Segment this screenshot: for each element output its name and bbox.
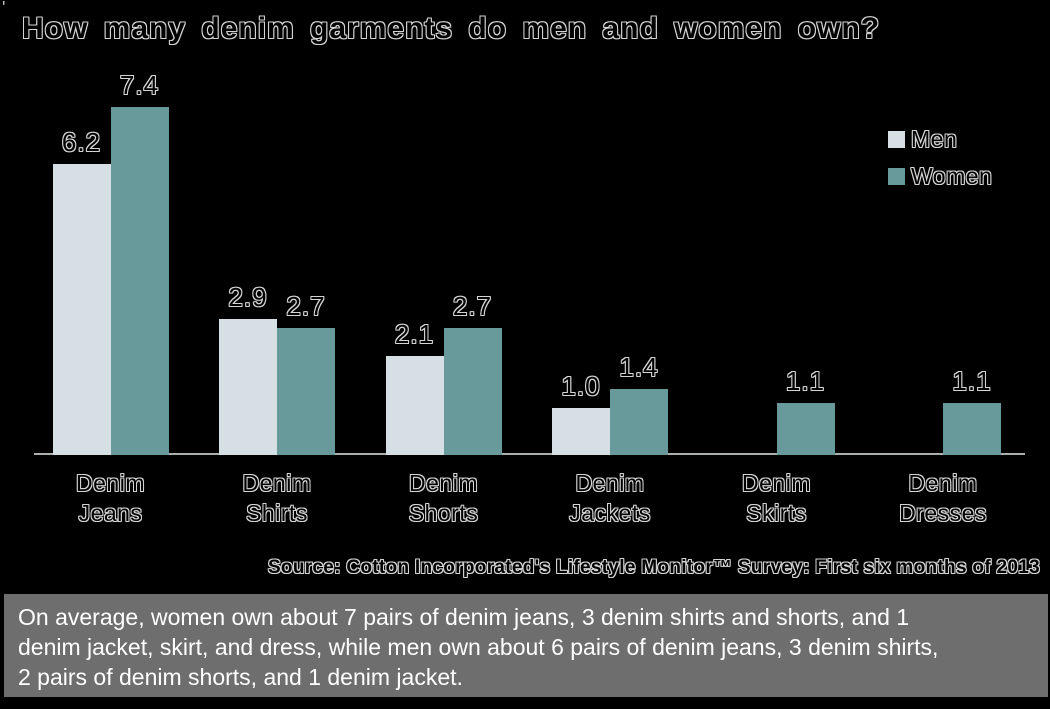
legend-item-women: Women — [888, 162, 993, 189]
value-label-men-denim-jackets: 1.0 — [561, 371, 601, 401]
bar-women-denim-dresses — [943, 403, 1001, 455]
category-label-denim-shorts: Denim Shorts — [408, 470, 479, 526]
legend-label-women: Women — [911, 162, 993, 189]
bar-men-denim-shirts — [219, 319, 277, 455]
source-note: Source: Cotton Incorporated's Lifestyle … — [267, 557, 1040, 578]
category-label-denim-skirts: Denim Skirts — [742, 470, 811, 526]
legend-item-men: Men — [888, 125, 992, 152]
value-label-men-denim-jeans: 6.2 — [61, 127, 102, 157]
bar-women-denim-skirts — [776, 403, 835, 455]
bar-women-denim-jackets — [610, 389, 668, 455]
corner-artifact: ' — [2, 0, 6, 18]
bar-men-denim-jeans — [52, 164, 111, 455]
value-label-women-denim-shirts: 2.7 — [286, 291, 326, 321]
value-label-men-denim-shirts: 2.9 — [228, 282, 268, 312]
caption-panel: On average, women own about 7 pairs of d… — [4, 594, 1048, 697]
legend-label-men: Men — [911, 125, 958, 152]
category-label-denim-dresses: Denim Dresses — [899, 470, 987, 526]
value-label-men-denim-shorts: 2.1 — [394, 319, 435, 349]
legend: Men Women — [888, 125, 993, 202]
bar-women-denim-shirts — [277, 328, 335, 455]
value-label-women-denim-jeans: 7.4 — [119, 70, 160, 100]
value-label-women-denim-jackets: 1.4 — [619, 352, 659, 382]
bar-women-denim-shorts — [443, 328, 502, 455]
value-label-women-denim-skirts: 1.1 — [785, 366, 826, 396]
chart-title: How many denim garments do men and women… — [22, 12, 881, 45]
value-label-women-denim-shorts: 2.7 — [452, 291, 493, 321]
bar-women-denim-jeans — [110, 107, 169, 455]
bar-men-denim-shorts — [385, 356, 444, 455]
x-axis-line — [34, 453, 1025, 455]
plot-area: 6.2 7.4 Denim Jeans 2.9 2.7 Denim Shirts 2.1 2.… — [34, 70, 1025, 526]
men-color-swatch — [888, 130, 905, 148]
category-label-denim-jackets: Denim Jackets — [569, 470, 651, 526]
category-label-denim-shirts: Denim Shirts — [242, 470, 312, 526]
women-color-swatch — [888, 167, 905, 185]
category-label-denim-jeans: Denim Jeans — [76, 470, 145, 526]
value-label-women-denim-dresses: 1.1 — [952, 366, 992, 396]
bar-men-denim-jackets — [552, 408, 610, 455]
